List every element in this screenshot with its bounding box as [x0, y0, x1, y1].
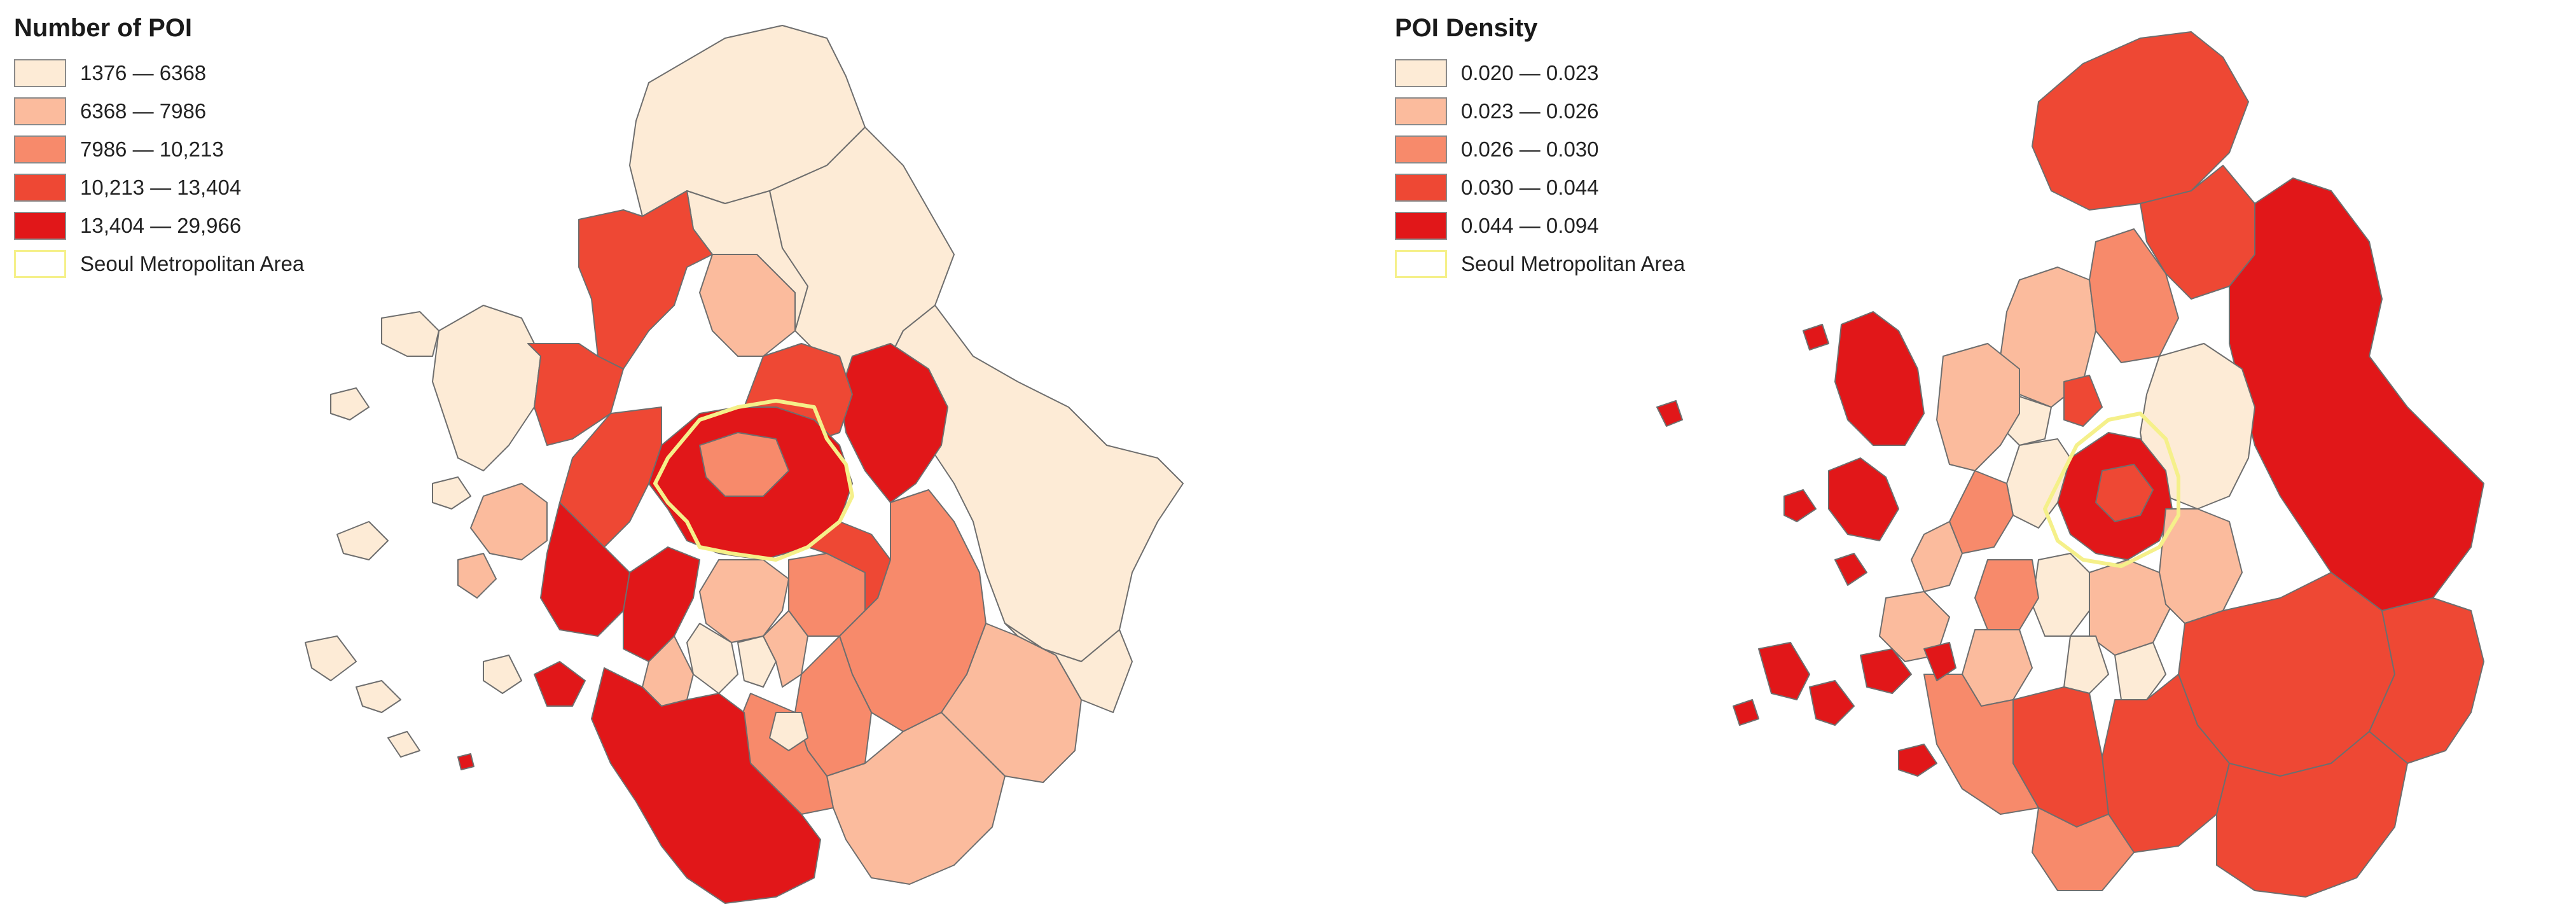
legend-label: Seoul Metropolitan Area [1461, 252, 1686, 275]
district [457, 553, 497, 599]
legend-item: 1376 — 6368 [14, 54, 304, 92]
legend-label: 0.020 — 0.023 [1461, 61, 1599, 85]
district [1923, 674, 2039, 815]
map-panel-number-of-poi: Number of POI 1376 — 6368 6368 — 7986 79… [14, 14, 1184, 904]
legend-item-boundary: Seoul Metropolitan Area [1395, 245, 1685, 283]
district [1758, 642, 1810, 700]
seoul-boundary [2043, 412, 2180, 568]
district [432, 476, 471, 510]
district [2032, 807, 2135, 891]
legend-label: 13,404 — 29,966 [80, 214, 242, 237]
district [336, 521, 389, 560]
legend-label: 0.026 — 0.030 [1461, 137, 1599, 161]
legend-label: 0.023 — 0.026 [1461, 99, 1599, 123]
district [2229, 177, 2484, 611]
district [826, 712, 1006, 885]
legend-item: 0.020 — 0.023 [1395, 54, 1685, 92]
district [1828, 457, 1899, 541]
district [387, 731, 420, 758]
district [591, 667, 821, 904]
legend-item-boundary: Seoul Metropolitan Area [14, 245, 304, 283]
district [769, 712, 808, 751]
district [1004, 623, 1133, 713]
district [2063, 375, 2103, 427]
legend-label: Seoul Metropolitan Area [80, 252, 305, 275]
district [2032, 553, 2090, 637]
legend-swatch [1395, 135, 1447, 163]
district [2216, 731, 2408, 898]
district [381, 311, 440, 357]
legend-label: 0.030 — 0.044 [1461, 176, 1599, 199]
district [1936, 343, 2020, 471]
district [527, 343, 624, 446]
district [305, 635, 357, 681]
legend-label: 6368 — 7986 [80, 99, 207, 123]
district [1656, 400, 1683, 427]
district [483, 655, 522, 694]
legend-title: Number of POI [14, 14, 193, 42]
legend-label: 0.044 — 0.094 [1461, 214, 1599, 237]
legend-swatch-boundary [1395, 250, 1447, 278]
district [356, 680, 401, 713]
district [1860, 648, 1912, 694]
district [1834, 553, 1867, 586]
district [1923, 642, 1956, 681]
legend-swatch [1395, 97, 1447, 125]
district [2140, 343, 2255, 510]
district [1803, 324, 1829, 350]
legend-label: 10,213 — 13,404 [80, 176, 242, 199]
legend-item: 0.030 — 0.044 [1395, 169, 1685, 207]
district [2095, 464, 2154, 522]
legend-item: 0.026 — 0.030 [1395, 130, 1685, 169]
district [470, 483, 548, 560]
district [1783, 489, 1817, 522]
legend-item: 0.023 — 0.026 [1395, 92, 1685, 130]
legend: Number of POI 1376 — 6368 6368 — 7986 79… [14, 14, 304, 283]
district [1898, 744, 1937, 777]
legend-swatch [14, 97, 66, 125]
district [2114, 642, 2166, 700]
legend-item: 13,404 — 29,966 [14, 207, 304, 245]
legend-swatch [1395, 59, 1447, 87]
district [534, 661, 586, 707]
legend-item: 10,213 — 13,404 [14, 169, 304, 207]
legend-swatch [14, 59, 66, 87]
district [2063, 635, 2109, 694]
legend-label: 1376 — 6368 [80, 61, 207, 85]
district [2369, 597, 2484, 764]
district [2006, 438, 2071, 529]
district [1974, 559, 2039, 630]
legend-item: 0.044 — 0.094 [1395, 207, 1685, 245]
legend-label: 7986 — 10,213 [80, 137, 224, 161]
legend-swatch [1395, 212, 1447, 240]
legend-swatch [1395, 174, 1447, 202]
legend-swatch [14, 135, 66, 163]
choropleth-map [1656, 31, 2484, 898]
district [457, 753, 474, 770]
legend-swatch [14, 212, 66, 240]
district [578, 190, 713, 370]
district [2032, 31, 2249, 211]
choropleth-map [305, 25, 1184, 904]
legend-swatch [14, 174, 66, 202]
legend: POI Density 0.020 — 0.023 0.023 — 0.026 … [1395, 14, 1685, 283]
legend-title: POI Density [1395, 14, 1538, 42]
legend-item: 7986 — 10,213 [14, 130, 304, 169]
district [737, 635, 777, 688]
district [1834, 311, 1925, 446]
district [330, 387, 370, 420]
district [540, 502, 630, 637]
district [432, 305, 541, 471]
map-panel-poi-density: POI Density 0.020 — 0.023 0.023 — 0.026 … [1288, 0, 2576, 916]
legend-item: 6368 — 7986 [14, 92, 304, 130]
seoul-boundary [653, 399, 854, 562]
district [559, 406, 662, 548]
district [1949, 470, 2014, 554]
legend-swatch-boundary [14, 250, 66, 278]
district [699, 432, 789, 497]
district [1809, 680, 1855, 726]
district [1733, 699, 1759, 726]
